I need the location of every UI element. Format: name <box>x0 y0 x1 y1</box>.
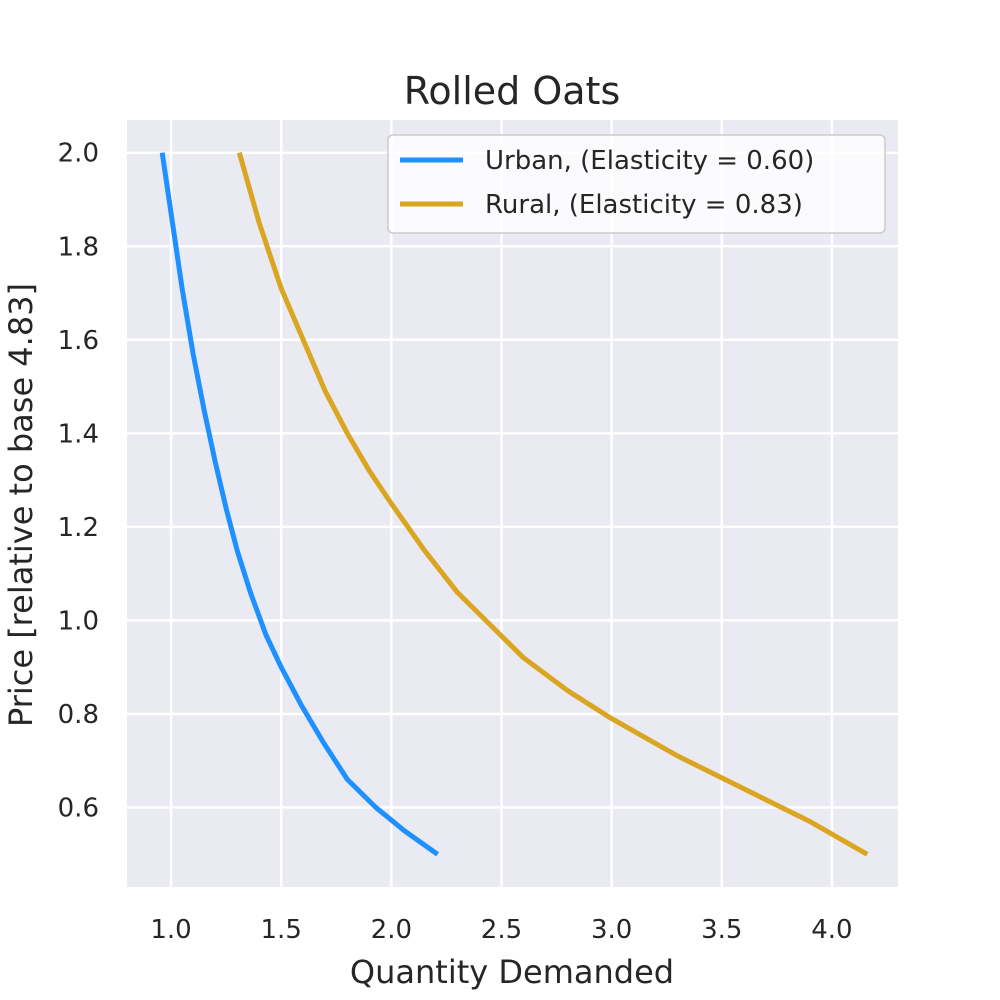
legend-label-rural: Rural, (Elasticity = 0.83) <box>485 190 803 220</box>
y-axis-label: Price [relative to base 4.83] <box>2 283 40 727</box>
legend-box <box>387 134 886 234</box>
y-tick-label: 1.8 <box>58 232 99 262</box>
y-tick-label: 2.0 <box>58 139 99 169</box>
x-axis-ticks: 1.0 1.5 2.0 2.5 3.0 3.5 4.0 <box>150 915 852 945</box>
series-line-rural <box>236 152 869 857</box>
x-tick-label: 4.0 <box>811 915 852 945</box>
y-tick-label: 1.4 <box>58 419 99 449</box>
x-tick-label: 2.0 <box>371 915 412 945</box>
legend-label-urban: Urban, (Elasticity = 0.60) <box>485 146 814 176</box>
y-tick-label: 1.2 <box>58 513 99 543</box>
series-line-urban <box>159 152 440 857</box>
x-axis-label: Quantity Demanded <box>350 953 674 991</box>
y-tick-label: 0.8 <box>58 700 99 730</box>
x-tick-label: 3.0 <box>591 915 632 945</box>
legend: Urban, (Elasticity = 0.60) Rural, (Elast… <box>387 134 886 234</box>
y-tick-label: 0.6 <box>58 793 99 823</box>
x-tick-label: 3.5 <box>701 915 742 945</box>
x-tick-label: 1.0 <box>150 915 191 945</box>
series-lines <box>159 152 869 857</box>
x-tick-label: 1.5 <box>261 915 302 945</box>
y-tick-label: 1.6 <box>58 326 99 356</box>
x-tick-label: 2.5 <box>481 915 522 945</box>
y-tick-label: 1.0 <box>58 606 99 636</box>
chart-title: Rolled Oats <box>404 69 621 113</box>
plot-area <box>127 120 898 887</box>
y-axis-ticks: 0.6 0.8 1.0 1.2 1.4 1.6 1.8 2.0 <box>58 139 99 824</box>
